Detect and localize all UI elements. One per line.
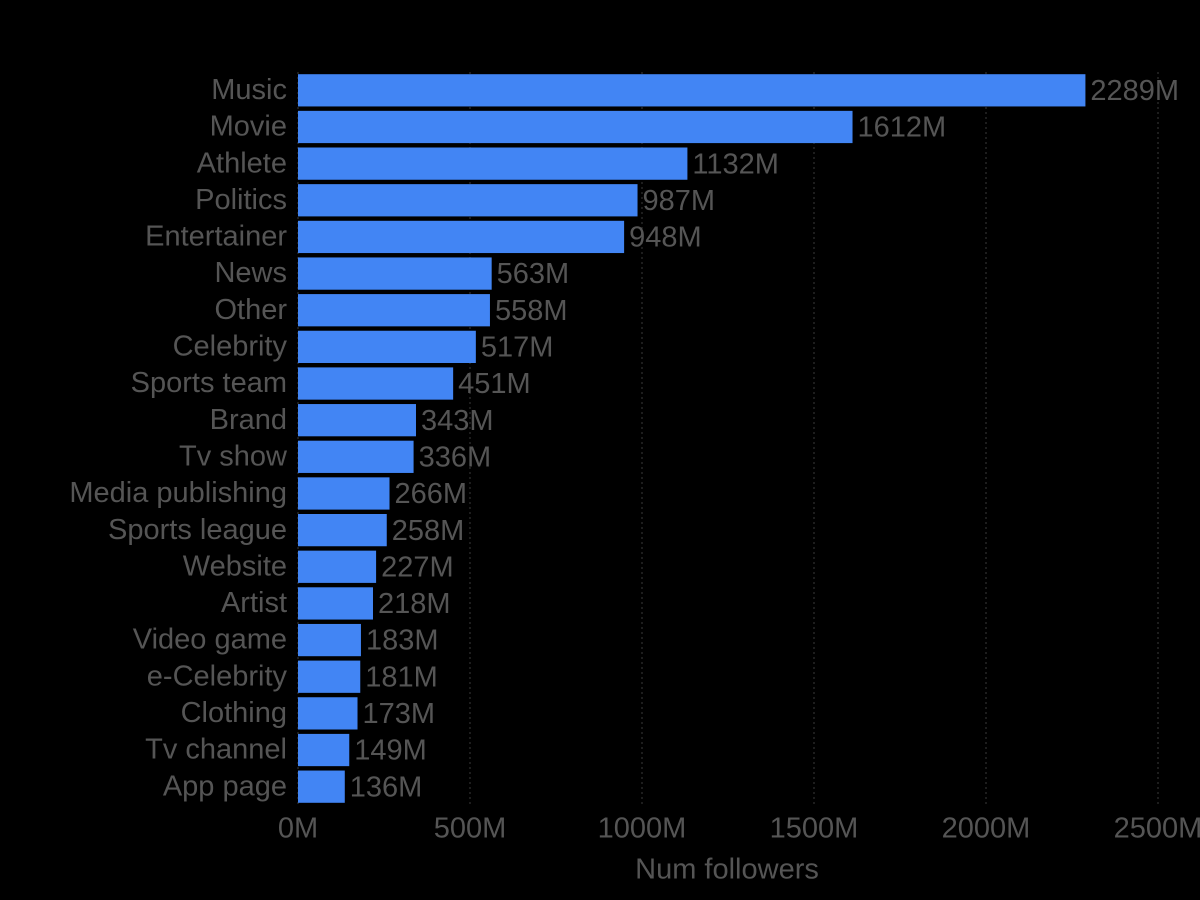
bar <box>298 404 416 437</box>
value-label: 517M <box>481 332 554 364</box>
y-tick-label: News <box>214 257 287 289</box>
bar <box>298 440 414 473</box>
bar <box>298 660 361 693</box>
value-label: 258M <box>392 515 465 547</box>
bar <box>298 477 390 510</box>
value-label: 1612M <box>858 112 947 144</box>
y-tick-label: Entertainer <box>145 221 287 253</box>
x-tick-label: 1500M <box>770 813 859 845</box>
y-tick-label: Brand <box>210 404 287 436</box>
y-tick-label: Sports league <box>108 514 287 546</box>
grid <box>297 72 1159 805</box>
bar <box>298 74 1086 107</box>
bar <box>298 330 476 364</box>
x-tick-label: 0M <box>278 813 318 845</box>
y-tick-label: Sports team <box>131 367 287 399</box>
bar <box>298 733 350 767</box>
bar <box>298 770 345 803</box>
bar <box>298 587 373 620</box>
value-label: 266M <box>395 478 468 510</box>
y-tick-label: Clothing <box>181 697 287 729</box>
y-tick-label: Tv channel <box>145 734 287 766</box>
x-tick-label: 2000M <box>942 813 1031 845</box>
y-tick-label: Movie <box>210 111 287 143</box>
value-label: 181M <box>365 661 438 693</box>
value-label: 136M <box>350 771 423 803</box>
y-tick-label: Celebrity <box>173 331 288 363</box>
y-tick-label: Media publishing <box>69 477 287 509</box>
value-label: 149M <box>354 735 427 767</box>
y-tick-label: Athlete <box>197 147 287 179</box>
value-label: 948M <box>629 222 702 254</box>
bar <box>298 367 454 400</box>
y-tick-label: Tv show <box>179 440 288 472</box>
value-label: 987M <box>643 185 716 217</box>
bar <box>298 550 377 583</box>
value-label: 173M <box>363 698 436 730</box>
bar <box>298 147 688 180</box>
x-tick-label: 500M <box>434 813 507 845</box>
y-tick-label: App page <box>163 770 287 802</box>
value-label: 227M <box>381 551 454 583</box>
bar <box>298 623 361 657</box>
y-tick-label: Other <box>214 294 287 326</box>
bar <box>298 257 492 290</box>
value-label: 218M <box>378 588 451 620</box>
value-label: 2289M <box>1090 75 1179 107</box>
value-label: 336M <box>419 441 492 473</box>
x-tick-label: 2500M <box>1114 813 1200 845</box>
x-axis-label: Num followers <box>635 854 819 886</box>
value-label: 183M <box>366 625 439 657</box>
bar <box>298 513 387 547</box>
value-label: 558M <box>495 295 568 327</box>
y-tick-label: Artist <box>221 587 287 619</box>
bar <box>298 220 625 254</box>
value-label: 343M <box>421 405 494 437</box>
y-tick-label: e-Celebrity <box>147 660 288 692</box>
bar <box>298 294 490 327</box>
bar <box>298 184 638 217</box>
y-tick-label: Website <box>183 550 287 582</box>
y-tick-label: Politics <box>195 184 287 216</box>
value-label: 563M <box>497 258 570 290</box>
value-label: 1132M <box>692 148 779 180</box>
y-tick-label: Video game <box>133 624 287 656</box>
x-tick-label: 1000M <box>598 813 687 845</box>
bar <box>298 110 853 144</box>
bar <box>298 697 358 730</box>
value-label: 451M <box>458 368 531 400</box>
y-tick-label: Music <box>211 74 287 106</box>
